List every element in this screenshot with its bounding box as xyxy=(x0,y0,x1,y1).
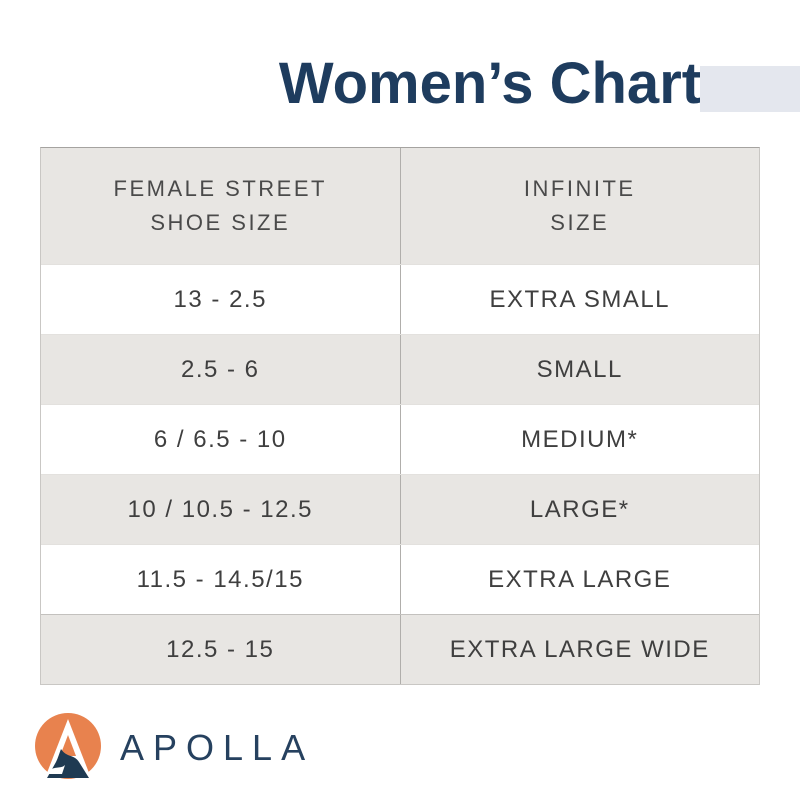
table-header-row: FEMALE STREET SHOE SIZE INFINITE SIZE xyxy=(41,148,759,264)
cell-infinite-size: EXTRA LARGE xyxy=(399,545,760,614)
header-line: SHOE SIZE xyxy=(150,210,291,235)
cell-shoe-size: 11.5 - 14.5/15 xyxy=(136,565,304,593)
table-row: 10 / 10.5 - 12.5 LARGE* xyxy=(41,474,759,544)
cell-shoe-size: 6 / 6.5 - 10 xyxy=(153,425,287,453)
apolla-logo: APOLLA xyxy=(34,712,314,784)
table-row: 13 - 2.5 EXTRA SMALL xyxy=(41,264,759,334)
table-row: 2.5 - 6 SMALL xyxy=(41,334,759,404)
apolla-wordmark: APOLLA xyxy=(120,727,315,768)
cell-infinite-size: MEDIUM* xyxy=(399,405,760,474)
cell-shoe-size: 12.5 - 15 xyxy=(166,635,275,663)
apolla-mountain-icon xyxy=(35,713,101,779)
header-cell-shoe-size: FEMALE STREET SHOE SIZE xyxy=(41,148,400,264)
cell-shoe-size: 13 - 2.5 xyxy=(173,285,267,313)
cell-shoe-size: 10 / 10.5 - 12.5 xyxy=(127,495,313,523)
cell-infinite-size: EXTRA LARGE WIDE xyxy=(399,615,760,684)
womens-size-table: FEMALE STREET SHOE SIZE INFINITE SIZE 13… xyxy=(40,147,760,685)
table-row: 6 / 6.5 - 10 MEDIUM* xyxy=(41,404,759,474)
table-row: 12.5 - 15 EXTRA LARGE WIDE xyxy=(41,614,759,684)
cell-infinite-size: SMALL xyxy=(399,335,760,404)
header-line: FEMALE STREET xyxy=(113,176,327,201)
page-title: Women’s Chart xyxy=(278,51,702,116)
title-accent-rectangle xyxy=(700,66,800,112)
header-cell-infinite-size: INFINITE SIZE xyxy=(399,148,760,264)
header-line: INFINITE xyxy=(523,176,636,201)
table-row: 11.5 - 14.5/15 EXTRA LARGE xyxy=(41,544,759,614)
cell-shoe-size: 2.5 - 6 xyxy=(180,355,260,383)
cell-infinite-size: LARGE* xyxy=(399,475,760,544)
header-line: SIZE xyxy=(550,210,610,235)
cell-infinite-size: EXTRA SMALL xyxy=(399,265,760,334)
title-wrap: Women’s Chart xyxy=(180,50,800,117)
